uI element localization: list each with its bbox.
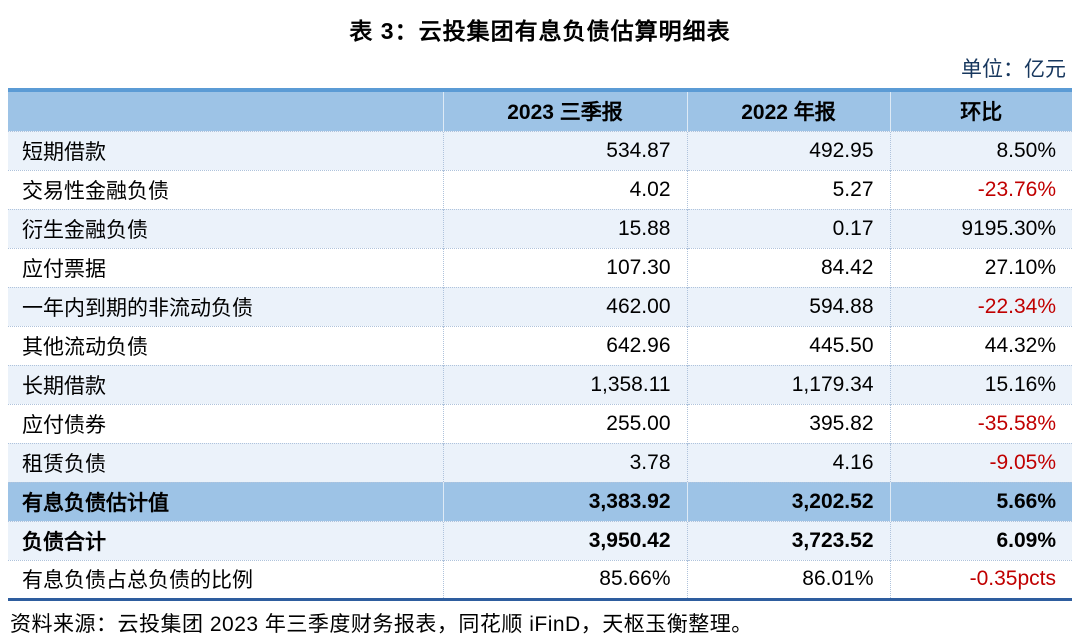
header-qoq: 环比 <box>889 90 1072 131</box>
value-2022: 492.95 <box>686 130 890 170</box>
value-2023: 107.30 <box>442 247 687 287</box>
value-qoq: 5.66% <box>889 481 1072 521</box>
value-qoq: -9.05% <box>889 442 1072 482</box>
value-2023: 534.87 <box>442 130 687 170</box>
table-row-long-term-borrowings: 长期借款 1,358.11 1,179.34 15.16% <box>8 364 1072 404</box>
table-row-bonds-payable: 应付债券 255.00 395.82 -35.58% <box>8 403 1072 443</box>
value-qoq: -22.34% <box>889 286 1072 326</box>
header-row: 2023 三季报 2022 年报 环比 <box>8 90 1072 131</box>
value-qoq: 27.10% <box>889 247 1072 287</box>
row-label: 有息负债估计值 <box>8 481 443 521</box>
value-2023: 1,358.11 <box>442 364 687 404</box>
value-2023: 4.02 <box>442 169 687 209</box>
row-label: 负债合计 <box>8 520 443 560</box>
row-label: 租赁负债 <box>8 442 443 482</box>
row-label: 应付债券 <box>8 403 443 443</box>
value-qoq: -35.58% <box>889 403 1072 443</box>
value-2023: 3,383.92 <box>442 481 687 521</box>
row-label: 短期借款 <box>8 130 443 170</box>
value-qoq: 6.09% <box>889 520 1072 560</box>
value-qoq: -0.35pcts <box>889 559 1072 599</box>
value-qoq: 44.32% <box>889 325 1072 365</box>
value-2022: 86.01% <box>686 559 890 599</box>
table-row-lease-liabilities: 租赁负债 3.78 4.16 -9.05% <box>8 442 1072 482</box>
table-row-interest-bearing-debt-estimate: 有息负债估计值 3,383.92 3,202.52 5.66% <box>8 481 1072 521</box>
row-label: 应付票据 <box>8 247 443 287</box>
row-label: 有息负债占总负债的比例 <box>8 559 443 599</box>
value-2023: 85.66% <box>442 559 687 599</box>
debt-detail-table: 2023 三季报 2022 年报 环比 短期借款 534.87 492.95 8… <box>8 88 1072 601</box>
value-2023: 15.88 <box>442 208 687 248</box>
value-qoq: -23.76% <box>889 169 1072 209</box>
table-row-trading-financial-liabilities: 交易性金融负债 4.02 5.27 -23.76% <box>8 169 1072 209</box>
value-2022: 0.17 <box>686 208 890 248</box>
table-row-other-current-liabilities: 其他流动负债 642.96 445.50 44.32% <box>8 325 1072 365</box>
header-item-column <box>8 90 443 131</box>
value-2022: 1,179.34 <box>686 364 890 404</box>
value-2022: 445.50 <box>686 325 890 365</box>
row-label: 长期借款 <box>8 364 443 404</box>
unit-label: 单位：亿元 <box>961 58 1066 81</box>
table-row-short-term-borrowings: 短期借款 534.87 492.95 8.50% <box>8 130 1072 170</box>
table-row-noncurrent-liabilities-due-within-one-year: 一年内到期的非流动负债 462.00 594.88 -22.34% <box>8 286 1072 326</box>
value-2023: 642.96 <box>442 325 687 365</box>
value-2022: 3,723.52 <box>686 520 890 560</box>
table-row-interest-bearing-debt-ratio: 有息负债占总负债的比例 85.66% 86.01% -0.35pcts <box>8 559 1072 599</box>
table-row-total-liabilities: 负债合计 3,950.42 3,723.52 6.09% <box>8 520 1072 560</box>
value-2023: 3,950.42 <box>442 520 687 560</box>
row-label: 交易性金融负债 <box>8 169 443 209</box>
row-label: 衍生金融负债 <box>8 208 443 248</box>
value-2023: 3.78 <box>442 442 687 482</box>
row-label: 一年内到期的非流动负债 <box>8 286 443 326</box>
header-2022-annual: 2022 年报 <box>686 90 890 131</box>
table-row-notes-payable: 应付票据 107.30 84.42 27.10% <box>8 247 1072 287</box>
value-2022: 4.16 <box>686 442 890 482</box>
header-2023-q3: 2023 三季报 <box>442 90 687 131</box>
row-label: 其他流动负债 <box>8 325 443 365</box>
value-qoq: 8.50% <box>889 130 1072 170</box>
source-note: 资料来源：云投集团 2023 年三季度财务报表，同花顺 iFinD，天枢玉衡整理… <box>10 613 753 636</box>
table-row-derivative-financial-liabilities: 衍生金融负债 15.88 0.17 9195.30% <box>8 208 1072 248</box>
value-2023: 255.00 <box>442 403 687 443</box>
value-2023: 462.00 <box>442 286 687 326</box>
value-2022: 84.42 <box>686 247 890 287</box>
value-2022: 3,202.52 <box>686 481 890 521</box>
value-qoq: 15.16% <box>889 364 1072 404</box>
value-2022: 594.88 <box>686 286 890 326</box>
value-2022: 395.82 <box>686 403 890 443</box>
value-2022: 5.27 <box>686 169 890 209</box>
table-title: 表 3：云投集团有息负债估算明细表 <box>349 18 731 44</box>
value-qoq: 9195.30% <box>889 208 1072 248</box>
